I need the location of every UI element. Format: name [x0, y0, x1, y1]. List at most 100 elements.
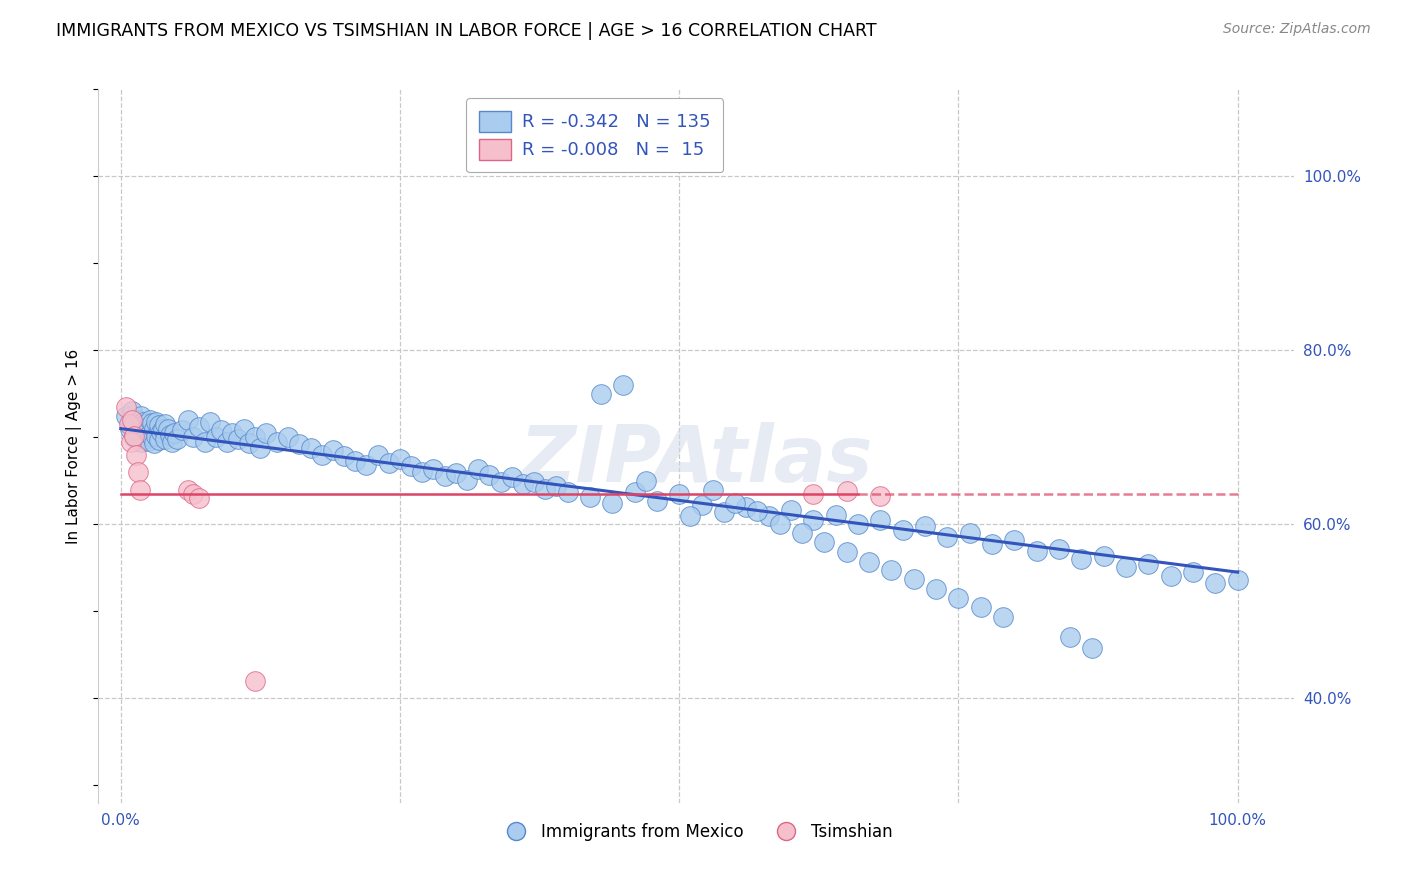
Point — [891, 524, 914, 538]
Point — [243, 430, 266, 444]
Point — [215, 434, 238, 449]
Point — [115, 409, 138, 423]
Point — [388, 452, 411, 467]
Point — [433, 468, 456, 483]
Point — [546, 479, 568, 493]
Point — [145, 429, 167, 443]
Point — [478, 467, 501, 482]
Point — [1002, 533, 1025, 547]
Point — [254, 425, 277, 440]
Point — [209, 423, 232, 437]
Point — [724, 495, 747, 509]
Point — [735, 500, 758, 514]
Point — [991, 609, 1014, 624]
Point — [399, 458, 422, 473]
Point — [970, 599, 993, 614]
Point — [322, 443, 344, 458]
Point — [249, 441, 271, 455]
Point — [160, 434, 183, 449]
Point — [152, 422, 174, 436]
Point — [193, 434, 215, 449]
Point — [155, 417, 177, 432]
Point — [880, 563, 903, 577]
Point — [163, 425, 186, 440]
Point — [489, 475, 512, 489]
Point — [600, 496, 623, 510]
Point — [623, 485, 645, 500]
Point — [129, 409, 152, 423]
Point — [713, 505, 735, 519]
Point — [444, 466, 467, 480]
Point — [238, 436, 260, 450]
Point — [183, 487, 205, 501]
Point — [579, 491, 602, 505]
Point — [177, 483, 200, 497]
Point — [356, 458, 378, 472]
Point — [132, 428, 155, 442]
Point — [1025, 544, 1047, 558]
Point — [411, 465, 433, 479]
Point — [127, 413, 149, 427]
Legend: Immigrants from Mexico, Tsimshian: Immigrants from Mexico, Tsimshian — [494, 817, 898, 848]
Point — [148, 418, 170, 433]
Point — [125, 448, 148, 462]
Point — [378, 456, 401, 470]
Point — [117, 417, 139, 432]
Point — [120, 434, 142, 449]
Point — [634, 474, 657, 488]
Point — [702, 483, 724, 497]
Point — [858, 555, 880, 569]
Point — [925, 582, 948, 596]
Point — [122, 428, 145, 442]
Point — [122, 430, 145, 444]
Point — [139, 413, 162, 427]
Text: Source: ZipAtlas.com: Source: ZipAtlas.com — [1223, 22, 1371, 37]
Point — [835, 484, 858, 499]
Point — [129, 421, 152, 435]
Point — [136, 420, 159, 434]
Point — [134, 417, 156, 432]
Text: ZIPAtlas: ZIPAtlas — [519, 422, 873, 499]
Point — [790, 526, 813, 541]
Point — [801, 487, 824, 501]
Text: IMMIGRANTS FROM MEXICO VS TSIMSHIAN IN LABOR FORCE | AGE > 16 CORRELATION CHART: IMMIGRANTS FROM MEXICO VS TSIMSHIAN IN L… — [56, 22, 877, 40]
Point — [1070, 552, 1092, 566]
Point — [198, 415, 221, 429]
Point — [141, 430, 163, 444]
Point — [512, 477, 534, 491]
Point — [122, 417, 145, 432]
Point — [780, 503, 803, 517]
Point — [679, 508, 702, 523]
Point — [1182, 565, 1205, 579]
Point — [1226, 573, 1249, 587]
Point — [1160, 568, 1182, 582]
Point — [747, 504, 769, 518]
Point — [288, 437, 311, 451]
Point — [936, 529, 959, 543]
Point — [141, 417, 163, 431]
Point — [129, 434, 152, 449]
Point — [813, 534, 835, 549]
Point — [277, 430, 299, 444]
Point — [534, 482, 557, 496]
Point — [243, 673, 266, 688]
Point — [344, 454, 367, 468]
Point — [128, 483, 150, 497]
Point — [456, 473, 478, 487]
Point — [1047, 541, 1070, 556]
Point — [143, 436, 166, 450]
Point — [557, 485, 579, 500]
Point — [1059, 631, 1081, 645]
Point — [121, 413, 143, 427]
Point — [501, 470, 523, 484]
Point — [187, 491, 209, 506]
Point — [824, 508, 846, 522]
Point — [155, 432, 177, 446]
Point — [801, 513, 824, 527]
Point — [1081, 640, 1104, 655]
Point — [422, 462, 444, 476]
Point — [869, 513, 891, 527]
Point — [333, 450, 356, 464]
Point — [127, 465, 149, 479]
Point — [121, 404, 143, 418]
